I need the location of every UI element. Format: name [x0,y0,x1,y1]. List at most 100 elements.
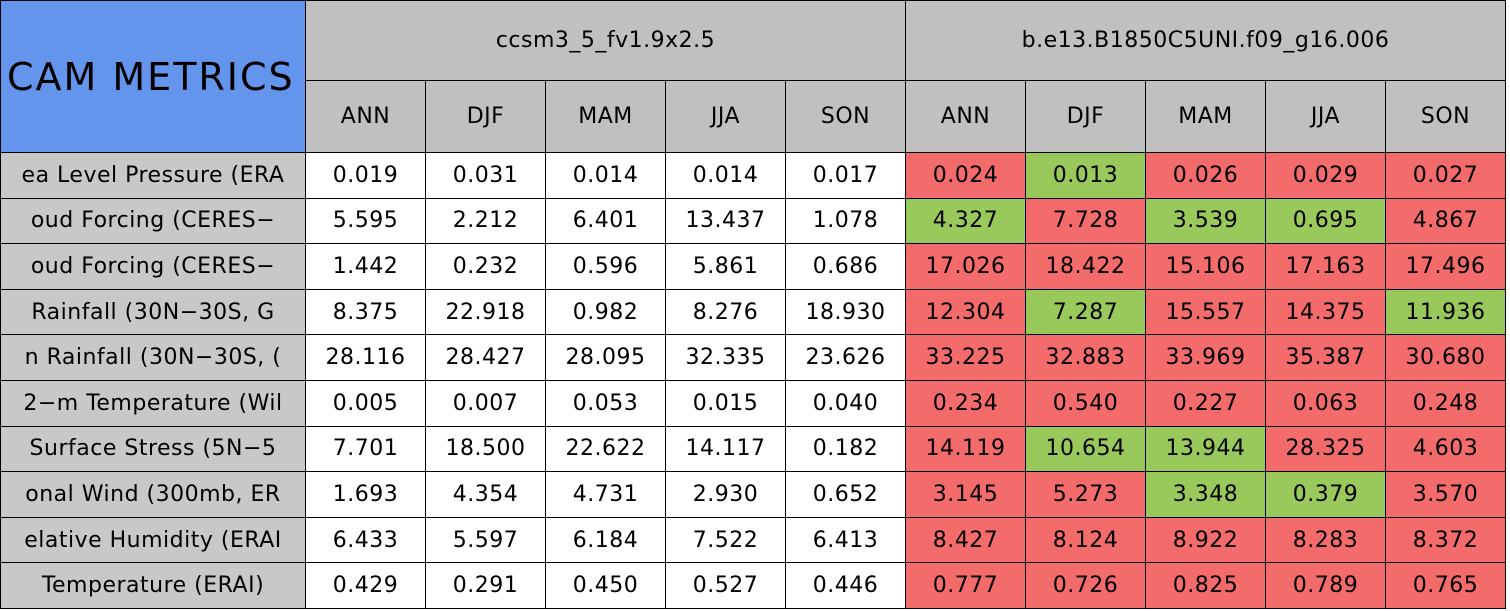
row-label: onal Wind (300mb, ER [0,471,306,518]
metric-value: 0.450 [545,562,666,609]
metric-value: 0.227 [1145,380,1266,427]
metric-value: 32.335 [665,334,786,381]
row-label: n Rainfall (30N−30S, ( [0,334,306,381]
metric-value: 18.422 [1025,243,1146,290]
row-label: Rainfall (30N−30S, G [0,288,306,336]
metric-value: 3.539 [1145,197,1266,245]
metric-value: 0.540 [1025,380,1146,427]
season-header: MAM [545,80,666,153]
metric-value: 5.861 [665,243,786,290]
metric-value: 12.304 [905,288,1026,336]
metric-value: 0.234 [905,380,1026,427]
metric-value: 0.232 [425,243,546,290]
metric-value: 5.597 [425,516,546,564]
metric-value: 14.119 [905,425,1026,473]
metric-value: 8.124 [1025,516,1146,564]
metric-value: 28.095 [545,334,666,381]
row-label: elative Humidity (ERAI [0,516,306,564]
metric-value: 4.731 [545,471,666,518]
metric-value: 18.500 [425,425,546,473]
metric-value: 8.427 [905,516,1026,564]
metric-value: 0.695 [1265,197,1386,245]
metric-value: 22.622 [545,425,666,473]
metric-value: 0.379 [1265,471,1386,518]
metric-value: 3.570 [1385,471,1506,518]
group-header: b.e13.B1850C5UNI.f09_g16.006 [905,0,1506,81]
metric-value: 28.325 [1265,425,1386,473]
metric-value: 18.930 [785,288,906,336]
metric-value: 35.387 [1265,334,1386,381]
metric-value: 17.496 [1385,243,1506,290]
metric-value: 13.944 [1145,425,1266,473]
season-header: SON [785,80,906,153]
metric-value: 0.019 [305,152,426,199]
metric-value: 6.184 [545,516,666,564]
metric-value: 0.014 [665,152,786,199]
metric-value: 0.429 [305,562,426,609]
metric-value: 6.413 [785,516,906,564]
metric-value: 4.603 [1385,425,1506,473]
season-header: SON [1385,80,1506,153]
metric-value: 5.273 [1025,471,1146,518]
metric-value: 0.982 [545,288,666,336]
metric-value: 0.825 [1145,562,1266,609]
metric-value: 0.248 [1385,380,1506,427]
metric-value: 8.372 [1385,516,1506,564]
metric-value: 1.442 [305,243,426,290]
metric-value: 7.701 [305,425,426,473]
metric-value: 7.287 [1025,288,1146,336]
metric-value: 0.015 [665,380,786,427]
row-label: Surface Stress (5N−5 [0,425,306,473]
metric-value: 7.728 [1025,197,1146,245]
metric-value: 0.031 [425,152,546,199]
metric-value: 8.283 [1265,516,1386,564]
metric-value: 13.437 [665,197,786,245]
group-header: ccsm3_5_fv1.9x2.5 [305,0,906,81]
metric-value: 22.918 [425,288,546,336]
metric-value: 6.401 [545,197,666,245]
metric-value: 0.007 [425,380,546,427]
metric-value: 28.427 [425,334,546,381]
metric-value: 17.163 [1265,243,1386,290]
metric-value: 1.693 [305,471,426,518]
season-header: MAM [1145,80,1266,153]
metric-value: 0.017 [785,152,906,199]
metric-value: 17.026 [905,243,1026,290]
season-header: JJA [665,80,786,153]
metric-value: 0.291 [425,562,546,609]
metric-value: 7.522 [665,516,786,564]
metric-value: 1.078 [785,197,906,245]
metric-value: 32.883 [1025,334,1146,381]
metric-value: 4.867 [1385,197,1506,245]
metric-value: 0.026 [1145,152,1266,199]
metric-value: 0.652 [785,471,906,518]
metric-value: 2.930 [665,471,786,518]
season-header: JJA [1265,80,1386,153]
row-label: oud Forcing (CERES− [0,243,306,290]
metric-value: 15.106 [1145,243,1266,290]
metric-value: 14.117 [665,425,786,473]
metric-value: 3.348 [1145,471,1266,518]
metric-value: 0.446 [785,562,906,609]
table-title: CAM METRICS [0,0,306,153]
metric-value: 2.212 [425,197,546,245]
metric-value: 0.789 [1265,562,1386,609]
metric-value: 6.433 [305,516,426,564]
metric-value: 0.765 [1385,562,1506,609]
metric-value: 28.116 [305,334,426,381]
metric-value: 0.024 [905,152,1026,199]
metric-value: 0.029 [1265,152,1386,199]
metric-value: 5.595 [305,197,426,245]
row-label: 2−m Temperature (Wil [0,380,306,427]
metric-value: 0.040 [785,380,906,427]
season-header: ANN [305,80,426,153]
metric-value: 33.969 [1145,334,1266,381]
row-label: ea Level Pressure (ERA [0,152,306,199]
metric-value: 4.327 [905,197,1026,245]
metric-value: 0.053 [545,380,666,427]
season-header: DJF [425,80,546,153]
metric-value: 3.145 [905,471,1026,518]
metric-value: 4.354 [425,471,546,518]
metric-value: 30.680 [1385,334,1506,381]
